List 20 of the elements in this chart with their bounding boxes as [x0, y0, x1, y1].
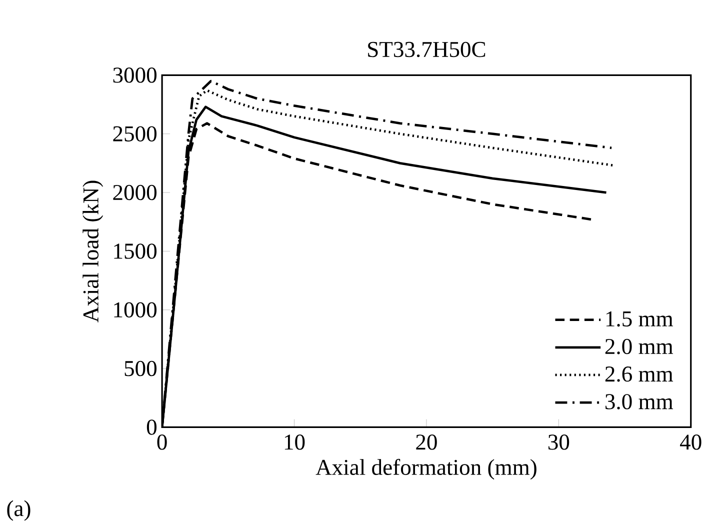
- x-axis-title: Axial deformation (mm): [316, 458, 536, 480]
- x-tick-label: 30: [548, 434, 570, 450]
- y-tick-label: 500: [124, 360, 157, 376]
- x-tick-label: 0: [157, 434, 167, 450]
- y-axis-title: Axial load (kN): [82, 180, 104, 322]
- y-tick-label: 3000: [113, 67, 157, 83]
- y-tick-label: 2000: [113, 184, 157, 200]
- y-tick-label: 0: [146, 419, 157, 435]
- legend-label: 1.5 mm: [606, 311, 674, 326]
- x-tick-label: 20: [416, 434, 437, 450]
- legend-label: 2.6 mm: [605, 366, 674, 382]
- x-tick-label: 40: [680, 434, 702, 450]
- x-tick-label: 10: [284, 434, 305, 450]
- text: (a): [7, 500, 30, 521]
- y-tick-label: 2500: [113, 126, 157, 142]
- legend-label: 3.0 mm: [606, 394, 674, 410]
- chart-title: ST33.7H50C: [368, 42, 486, 58]
- y-tick-label: 1500: [114, 243, 157, 259]
- legend-label: 2.0 mm: [605, 338, 674, 354]
- y-tick-label: 1000: [114, 302, 157, 318]
